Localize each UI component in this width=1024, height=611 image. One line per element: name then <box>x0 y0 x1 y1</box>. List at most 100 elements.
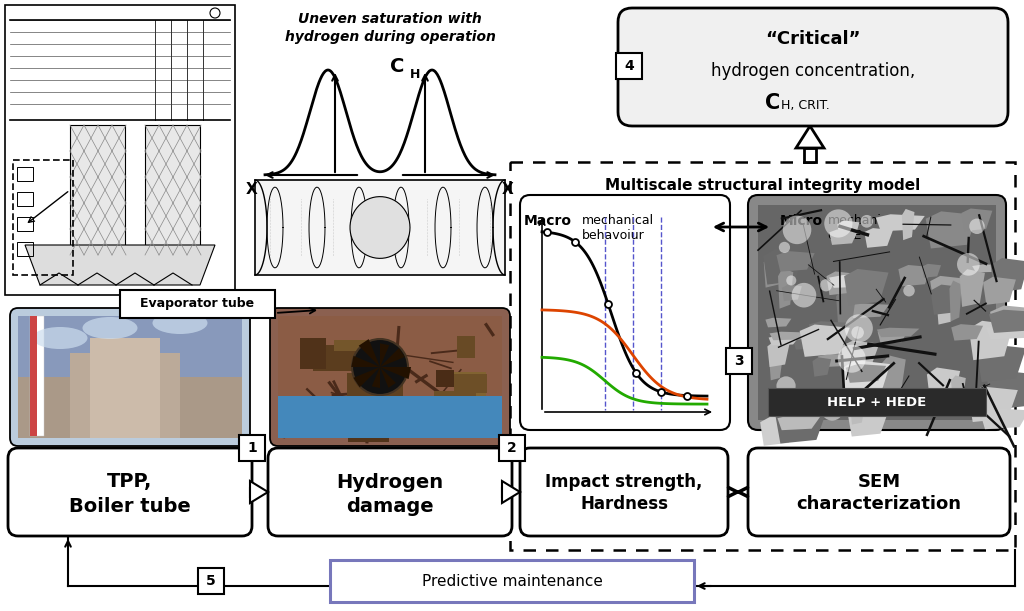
Circle shape <box>824 210 852 238</box>
Polygon shape <box>986 335 1007 353</box>
FancyBboxPatch shape <box>520 195 730 430</box>
Text: hydrogen during operation: hydrogen during operation <box>285 30 496 44</box>
FancyBboxPatch shape <box>268 448 512 536</box>
Bar <box>5 5 234 295</box>
Bar <box>278 316 502 438</box>
Polygon shape <box>812 357 831 376</box>
FancyBboxPatch shape <box>748 195 1006 430</box>
Bar <box>455 375 486 392</box>
Bar <box>616 53 642 79</box>
Polygon shape <box>380 348 404 367</box>
Polygon shape <box>778 268 794 309</box>
Circle shape <box>957 253 980 276</box>
Bar <box>278 396 502 438</box>
Polygon shape <box>848 408 889 436</box>
Circle shape <box>838 345 865 373</box>
Circle shape <box>860 215 873 228</box>
Polygon shape <box>770 332 808 340</box>
Polygon shape <box>922 264 941 278</box>
Text: H: H <box>410 68 421 81</box>
Polygon shape <box>782 285 802 301</box>
Polygon shape <box>838 221 859 240</box>
Polygon shape <box>990 258 1024 293</box>
Polygon shape <box>250 481 268 503</box>
Polygon shape <box>775 407 826 444</box>
Polygon shape <box>931 285 967 315</box>
Circle shape <box>210 8 220 18</box>
Circle shape <box>970 219 985 234</box>
Polygon shape <box>851 404 864 425</box>
Text: mechanisms
of HE: mechanisms of HE <box>828 214 907 242</box>
Polygon shape <box>990 306 1024 337</box>
Polygon shape <box>767 342 790 367</box>
Bar <box>120 290 275 318</box>
Polygon shape <box>809 321 848 337</box>
Text: Impact strength,: Impact strength, <box>546 473 702 491</box>
Text: Predictive maintenance: Predictive maintenance <box>422 574 602 588</box>
Text: Multiscale structural integrity model: Multiscale structural integrity model <box>605 178 921 193</box>
Bar <box>17 167 33 181</box>
Polygon shape <box>969 321 1013 360</box>
Polygon shape <box>841 341 880 367</box>
Text: C: C <box>765 93 780 113</box>
FancyBboxPatch shape <box>748 448 1010 536</box>
Ellipse shape <box>153 312 208 334</box>
Text: characterization: characterization <box>797 495 962 513</box>
Bar <box>446 408 482 425</box>
Polygon shape <box>380 367 396 388</box>
Polygon shape <box>380 367 411 379</box>
Circle shape <box>845 314 872 342</box>
Bar <box>145 125 200 255</box>
Bar <box>758 205 996 420</box>
Polygon shape <box>800 324 850 357</box>
Circle shape <box>851 326 864 338</box>
Bar <box>255 180 505 275</box>
Polygon shape <box>937 297 954 324</box>
Bar <box>433 391 476 419</box>
Polygon shape <box>864 228 893 248</box>
Polygon shape <box>962 208 992 231</box>
Bar <box>17 192 33 206</box>
Polygon shape <box>986 325 1024 339</box>
Polygon shape <box>898 265 932 287</box>
Circle shape <box>903 285 914 296</box>
Polygon shape <box>951 375 966 401</box>
Polygon shape <box>902 209 914 240</box>
Bar <box>349 384 403 418</box>
Polygon shape <box>380 343 389 367</box>
Bar <box>435 370 454 387</box>
Polygon shape <box>351 356 380 367</box>
Polygon shape <box>818 354 858 367</box>
Bar <box>455 372 485 407</box>
Text: damage: damage <box>346 497 434 516</box>
Bar <box>30 316 37 436</box>
Polygon shape <box>927 368 961 403</box>
Text: Uneven saturation with: Uneven saturation with <box>298 12 482 26</box>
Polygon shape <box>764 256 782 288</box>
Ellipse shape <box>83 317 137 339</box>
Text: 1: 1 <box>247 441 257 455</box>
FancyBboxPatch shape <box>520 448 728 536</box>
Polygon shape <box>930 276 964 302</box>
Circle shape <box>352 339 408 395</box>
Bar <box>346 373 380 403</box>
Text: mechanical
behavoiur: mechanical behavoiur <box>582 214 654 242</box>
Text: Macro: Macro <box>524 214 572 228</box>
Circle shape <box>786 276 797 285</box>
Bar <box>768 388 986 416</box>
Circle shape <box>820 279 833 291</box>
Text: 4: 4 <box>624 59 634 73</box>
Bar <box>334 340 374 351</box>
Polygon shape <box>968 387 1018 422</box>
Polygon shape <box>987 370 1024 410</box>
Polygon shape <box>796 126 824 148</box>
Text: TPP,: TPP, <box>108 472 153 491</box>
FancyBboxPatch shape <box>270 308 510 446</box>
Polygon shape <box>951 324 983 340</box>
FancyBboxPatch shape <box>618 8 1008 126</box>
Polygon shape <box>769 335 800 345</box>
Circle shape <box>782 216 811 244</box>
Text: Hardness: Hardness <box>580 495 668 513</box>
Bar <box>300 338 327 369</box>
Polygon shape <box>829 229 858 245</box>
